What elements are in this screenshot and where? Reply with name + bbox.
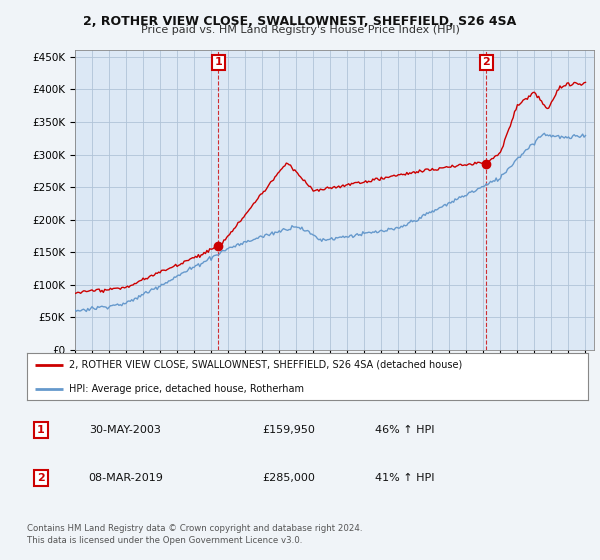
Text: 1: 1	[37, 425, 45, 435]
Text: Price paid vs. HM Land Registry's House Price Index (HPI): Price paid vs. HM Land Registry's House …	[140, 25, 460, 35]
Text: 1: 1	[214, 57, 222, 67]
Text: 41% ↑ HPI: 41% ↑ HPI	[375, 473, 434, 483]
Text: 2, ROTHER VIEW CLOSE, SWALLOWNEST, SHEFFIELD, S26 4SA: 2, ROTHER VIEW CLOSE, SWALLOWNEST, SHEFF…	[83, 15, 517, 27]
Text: 2: 2	[482, 57, 490, 67]
Text: £159,950: £159,950	[263, 425, 316, 435]
Text: 2: 2	[37, 473, 45, 483]
Text: HPI: Average price, detached house, Rotherham: HPI: Average price, detached house, Roth…	[69, 384, 304, 394]
Text: Contains HM Land Registry data © Crown copyright and database right 2024.
This d: Contains HM Land Registry data © Crown c…	[27, 524, 362, 545]
Text: 08-MAR-2019: 08-MAR-2019	[89, 473, 164, 483]
Text: 2, ROTHER VIEW CLOSE, SWALLOWNEST, SHEFFIELD, S26 4SA (detached house): 2, ROTHER VIEW CLOSE, SWALLOWNEST, SHEFF…	[69, 360, 463, 370]
Text: £285,000: £285,000	[263, 473, 316, 483]
Text: 30-MAY-2003: 30-MAY-2003	[89, 425, 161, 435]
Text: 46% ↑ HPI: 46% ↑ HPI	[375, 425, 434, 435]
